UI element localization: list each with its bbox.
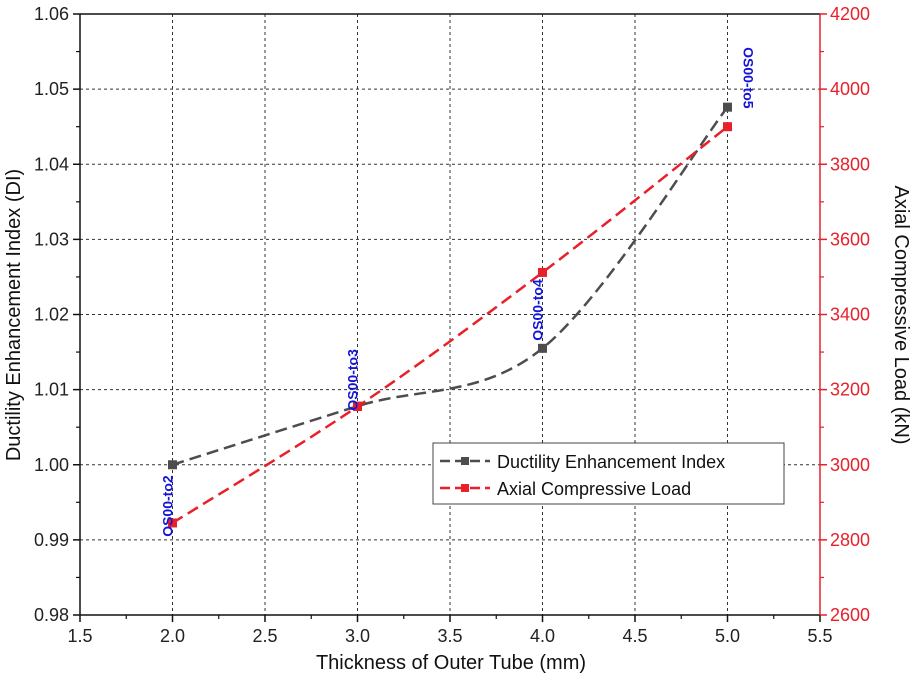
- x-tick-label: 5.5: [807, 626, 832, 646]
- y-left-tick-label: 1.05: [34, 79, 69, 99]
- y-left-tick-label: 1.02: [34, 305, 69, 325]
- legend: Ductility Enhancement Index Axial Compre…: [432, 442, 785, 505]
- x-tick-label: 3.5: [437, 626, 462, 646]
- specimen-annotation: OS00-to4: [530, 279, 546, 341]
- series-line-ductility: [172, 106, 729, 466]
- series-layer: [168, 102, 732, 528]
- y-axis-right-title: Axial Compressive Load (kN): [890, 186, 912, 445]
- y-right-tick-label: 3800: [830, 154, 870, 174]
- x-tick-label: 4.0: [530, 626, 555, 646]
- y-right-tick-label: 2600: [830, 605, 870, 625]
- x-tick-label: 1.5: [67, 626, 92, 646]
- y-right-tick-label: 3200: [830, 380, 870, 400]
- specimen-annotation: OS00-to3: [345, 349, 361, 411]
- legend-box: [432, 442, 785, 505]
- specimen-annotation: OS00-to5: [741, 47, 757, 109]
- axes: 1.5 2.0 2.5 3.0 3.5 4.0 4.5 5.0 5.5 0.98 0.99 1.00 1…: [34, 4, 870, 646]
- y-right-tick-label: 3400: [830, 305, 870, 325]
- y-axis-left-title: Ductility Enhancement Index (DI): [3, 169, 25, 461]
- legend-axial-load-marker: [461, 484, 469, 492]
- data-point-axial-load: [723, 122, 732, 132]
- data-point-axial-load: [168, 518, 177, 528]
- y-left-tick-label: 1.04: [34, 154, 69, 174]
- data-point-axial-load: [538, 267, 547, 277]
- data-point-ductility: [168, 460, 177, 470]
- y-left-tick-label: 0.99: [34, 530, 69, 550]
- x-axis-title: Thickness of Outer Tube (mm): [316, 652, 586, 674]
- x-tick-label: 5.0: [715, 626, 740, 646]
- y-right-tick-label: 4200: [830, 4, 870, 24]
- legend-axial-load-label: Axial Compressive Load: [497, 479, 691, 499]
- data-point-ductility: [723, 102, 732, 112]
- y-right-tick-label: 3600: [830, 229, 870, 249]
- data-point-axial-load: [353, 402, 362, 412]
- annotations: OS00-to2 OS00-to3 OS00-to4 OS00-to5: [160, 47, 757, 537]
- x-tick-label: 4.5: [622, 626, 647, 646]
- y-left-tick-label: 1.06: [34, 4, 69, 24]
- y-right-tick-label: 2800: [830, 530, 870, 550]
- grid: [80, 14, 820, 615]
- y-left-tick-label: 1.03: [34, 229, 69, 249]
- x-tick-label: 3.0: [345, 626, 370, 646]
- x-tick-label: 2.0: [160, 626, 185, 646]
- series-line-axial-load: [171, 125, 729, 525]
- y-right-tick-label: 3000: [830, 455, 870, 475]
- legend-ductility-label: Ductility Enhancement Index: [497, 452, 725, 472]
- specimen-annotation: OS00-to2: [160, 475, 176, 537]
- y-right-tick-label: 4000: [830, 79, 870, 99]
- data-point-ductility: [538, 343, 547, 353]
- y-left-tick-label: 0.98: [34, 605, 69, 625]
- x-tick-label: 2.5: [252, 626, 277, 646]
- y-left-tick-label: 1.01: [34, 380, 69, 400]
- y-left-tick-label: 1.00: [34, 455, 69, 475]
- legend-ductility-marker: [461, 457, 469, 465]
